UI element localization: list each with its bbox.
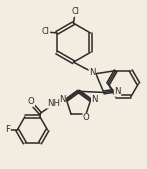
Text: F: F <box>5 125 10 134</box>
Text: N: N <box>89 68 96 77</box>
Text: Cl: Cl <box>72 7 80 16</box>
Text: N: N <box>114 87 121 96</box>
Text: N: N <box>59 95 66 104</box>
Text: O: O <box>83 113 90 122</box>
Text: Cl: Cl <box>42 27 50 36</box>
Text: N: N <box>91 95 98 104</box>
Text: O: O <box>28 97 35 106</box>
Text: NH: NH <box>47 99 60 108</box>
